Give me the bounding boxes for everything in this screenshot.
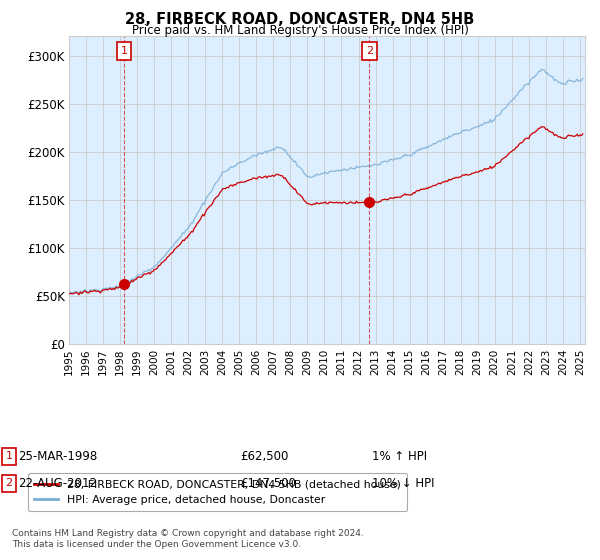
Text: 25-MAR-1998: 25-MAR-1998: [18, 450, 97, 463]
Text: 1: 1: [121, 46, 128, 56]
Text: 28, FIRBECK ROAD, DONCASTER, DN4 5HB: 28, FIRBECK ROAD, DONCASTER, DN4 5HB: [125, 12, 475, 27]
Text: 22-AUG-2012: 22-AUG-2012: [18, 477, 97, 490]
Text: £147,500: £147,500: [240, 477, 296, 490]
Legend: 28, FIRBECK ROAD, DONCASTER, DN4 5HB (detached house), HPI: Average price, detac: 28, FIRBECK ROAD, DONCASTER, DN4 5HB (de…: [28, 473, 407, 511]
Text: 1: 1: [5, 451, 13, 461]
Text: 10% ↓ HPI: 10% ↓ HPI: [372, 477, 434, 490]
Text: Contains HM Land Registry data © Crown copyright and database right 2024.
This d: Contains HM Land Registry data © Crown c…: [12, 529, 364, 549]
Text: 1% ↑ HPI: 1% ↑ HPI: [372, 450, 427, 463]
Text: £62,500: £62,500: [240, 450, 289, 463]
Text: Price paid vs. HM Land Registry's House Price Index (HPI): Price paid vs. HM Land Registry's House …: [131, 24, 469, 36]
Text: 2: 2: [5, 478, 13, 488]
Text: 2: 2: [366, 46, 373, 56]
